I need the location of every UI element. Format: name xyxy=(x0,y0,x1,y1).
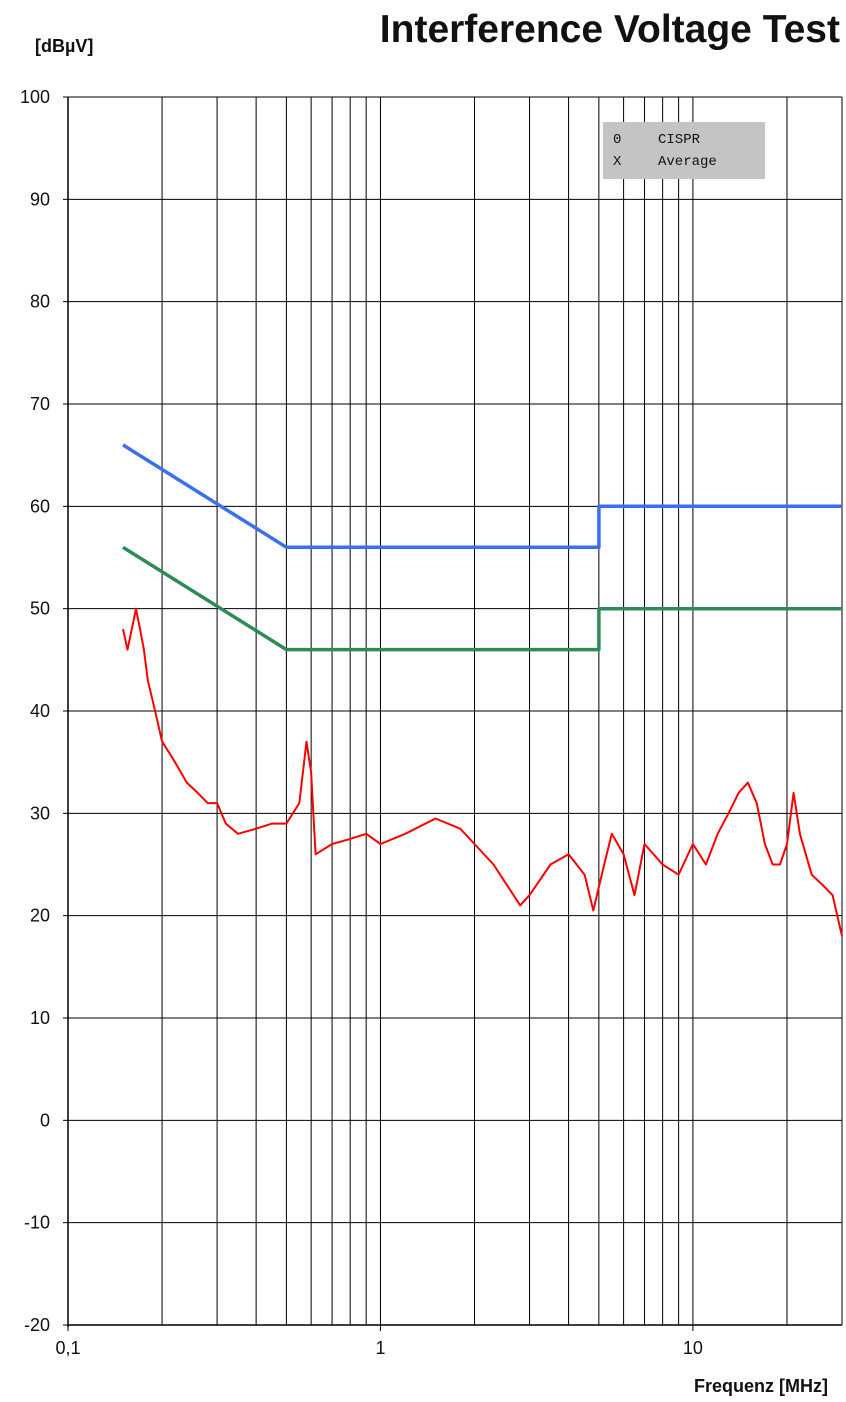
y-tick-label: 30 xyxy=(30,803,50,823)
series-line-2 xyxy=(122,545,842,652)
legend-marker: X xyxy=(613,154,622,170)
x-tick-label: 10 xyxy=(683,1338,703,1358)
legend-entry: Average xyxy=(658,154,717,170)
y-tick-label: 80 xyxy=(30,292,50,312)
legend-marker: 0 xyxy=(613,132,621,148)
y-tick-label: 60 xyxy=(30,496,50,516)
x-tick-label: 0,1 xyxy=(55,1338,80,1358)
tick-labels: -20 -10 0 10 20 30 40 50 60 70 80 90 100 0,1 1 10 xyxy=(20,87,703,1358)
y-tick-label: 20 xyxy=(30,906,50,926)
y-tick-label: -20 xyxy=(24,1315,50,1335)
y-tick-label: -10 xyxy=(24,1213,50,1233)
legend-box xyxy=(603,122,765,179)
x-axis-label: Frequenz [MHz] xyxy=(694,1376,828,1396)
chart-title: Interference Voltage Test xyxy=(379,8,840,51)
legend: 0 CISPR X Average xyxy=(603,122,765,179)
series-line-3 xyxy=(122,607,843,937)
y-tick-label: 90 xyxy=(30,189,50,209)
series-line-1 xyxy=(122,443,842,550)
y-tick-label: 70 xyxy=(30,394,50,414)
y-tick-label: 0 xyxy=(40,1110,50,1130)
x-tick-label: 1 xyxy=(375,1338,385,1358)
y-tick-label: 10 xyxy=(30,1008,50,1028)
series-lines xyxy=(122,443,843,937)
y-tick-label: 100 xyxy=(20,87,50,107)
y-axis-label: [dBµV] xyxy=(35,36,94,56)
grid xyxy=(63,96,843,1331)
y-tick-label: 40 xyxy=(30,701,50,721)
y-tick-label: 50 xyxy=(30,599,50,619)
legend-entry: CISPR xyxy=(658,132,701,148)
